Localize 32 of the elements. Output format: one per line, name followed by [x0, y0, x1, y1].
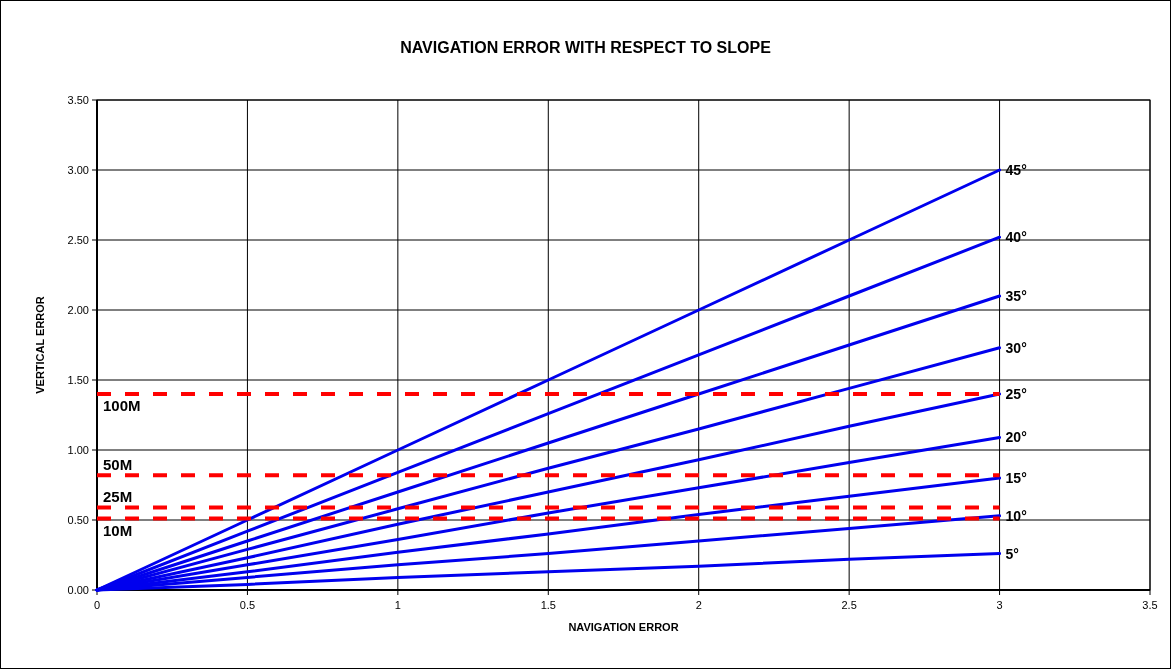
x-tick-label: 2 — [695, 599, 702, 611]
series-label: 5° — [1005, 545, 1019, 562]
x-tick-label: 3.5 — [1142, 599, 1158, 611]
x-axis-title: NAVIGATION ERROR — [568, 621, 679, 633]
series-label: 45° — [1005, 162, 1027, 178]
ref-line-label: 25M — [103, 488, 133, 506]
y-tick-label: 1.50 — [67, 374, 89, 386]
series-label: 35° — [1005, 288, 1027, 304]
y-tick-label: 1.00 — [67, 444, 89, 456]
x-tick-label: 1.5 — [540, 599, 556, 611]
series-label: 15° — [1005, 470, 1027, 486]
x-tick-label: 1 — [394, 599, 401, 611]
ref-line-label: 10M — [103, 521, 133, 539]
y-tick-label: 0.50 — [67, 514, 89, 526]
y-tick-label: 2.00 — [67, 304, 89, 316]
chart-title: NAVIGATION ERROR WITH RESPECT TO SLOPE — [400, 39, 772, 56]
series-label: 25° — [1005, 386, 1027, 402]
ref-line-label: 100M — [103, 397, 141, 414]
series-label: 30° — [1005, 339, 1027, 356]
y-axis-title: VERTICAL ERROR — [34, 296, 46, 394]
y-tick-label: 2.50 — [67, 234, 89, 246]
series-label: 10° — [1005, 507, 1027, 524]
x-tick-label: 2.5 — [841, 599, 857, 611]
y-tick-label: 3.50 — [67, 94, 89, 106]
y-tick-label: 3.00 — [67, 164, 89, 176]
x-tick-label: 0 — [93, 599, 101, 611]
series-label: 40° — [1005, 229, 1027, 246]
x-tick-label: 3 — [996, 599, 1003, 611]
ref-line-label: 50M — [103, 456, 133, 474]
x-tick-label: 0.5 — [239, 599, 256, 611]
y-tick-label: 0.00 — [67, 584, 89, 596]
series-label: 20° — [1005, 429, 1027, 446]
